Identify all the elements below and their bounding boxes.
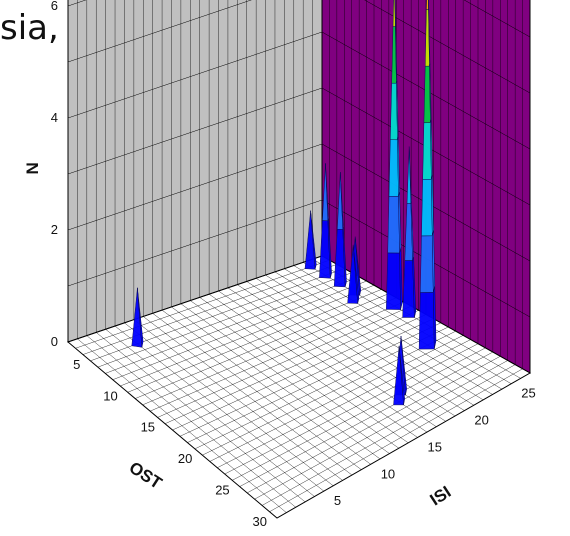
spike-face [137,287,144,348]
spike-bar [402,146,417,318]
spike-face [418,292,435,350]
spike-bar [304,210,317,270]
y-tick-label: 5 [73,357,80,372]
spike-face [325,163,329,221]
floor-grid-line [254,360,508,500]
chart-bars [131,0,437,406]
x-tick-label: 10 [381,466,395,481]
floor-grid-line [187,322,441,443]
floor-grid-line [179,318,434,437]
floor-grid-line [105,276,360,374]
spike-face [386,252,401,310]
y-tick-label: 10 [103,388,117,403]
back-grid-line [67,31,323,119]
back-grid-line [67,199,323,287]
z-tick-label: 4 [51,110,58,125]
spike-face [426,0,429,10]
floor-grid-line [127,289,382,393]
back-grid-line [67,255,323,343]
spike-bar [333,171,347,288]
x-axis-label: ISI [427,482,455,509]
spike-face [428,0,430,10]
x-tick-label: 25 [521,386,535,401]
spike-face [394,0,396,27]
floor-grid-line [269,368,523,512]
back-grid-line [67,87,323,175]
side-grid-line [463,0,531,38]
floor-grid-line [224,343,479,475]
floor-grid-line [112,280,367,380]
floor-grid-line [157,305,412,418]
z-tick-label: 2 [51,222,58,237]
floor-grid-line [150,301,404,412]
spike-face [420,235,434,293]
floor-grid-line [97,272,352,368]
spike-face [422,122,432,180]
spike-face [352,244,360,304]
floor-grid-line [217,339,471,468]
floor-grid-line [209,335,464,462]
y-tick-label: 15 [141,420,155,435]
x-tick-label: 15 [428,439,442,454]
spike-face [398,345,405,405]
floor-grid-line [276,372,531,519]
floor-grid-line [172,314,427,431]
z-tick-label: 6 [51,0,58,13]
spike-face [310,210,317,270]
back-grid-line [67,143,323,231]
spike-bar [418,0,437,350]
back-grid-line [67,0,252,63]
floor-grid-line [202,331,456,456]
z-axis-label: N [23,162,42,174]
spike-face [387,196,400,254]
spike-bar [386,0,403,310]
y-tick-label: 25 [215,483,229,498]
y-axis-label: OST [126,458,166,493]
y-tick-label: 20 [178,451,192,466]
chart-walls [66,0,532,519]
chart-ticks: 0 2 4 6 5 10 15 20 25 30 5 10 15 20 25 [51,0,536,529]
floor-grid-line [247,356,501,494]
x-tick-label: 5 [334,493,341,508]
floor-grid-line [75,259,330,349]
floor-grid-line [120,285,375,387]
spike-face [421,179,433,237]
floor-grid-line [142,297,397,406]
spike-bar [347,244,360,304]
spike-face [408,146,412,204]
spike-face [388,139,399,197]
floor-grid-line [194,326,449,450]
floor-grid-line [239,351,493,487]
spike-bar [319,163,332,279]
spike-face [400,335,407,396]
floor-grid-line [261,364,516,506]
spike-bar [393,345,405,406]
spike-face [340,171,344,230]
floor-grid-line [232,347,486,481]
floor-grid-line [82,264,337,355]
spike-bar [131,287,144,348]
floor-grid-line [164,310,419,424]
x-tick-label: 20 [474,413,488,428]
floor-grid-line [135,293,389,399]
spike-face [354,236,362,296]
y-tick-label: 30 [253,514,267,529]
z-tick-label: 0 [51,334,58,349]
